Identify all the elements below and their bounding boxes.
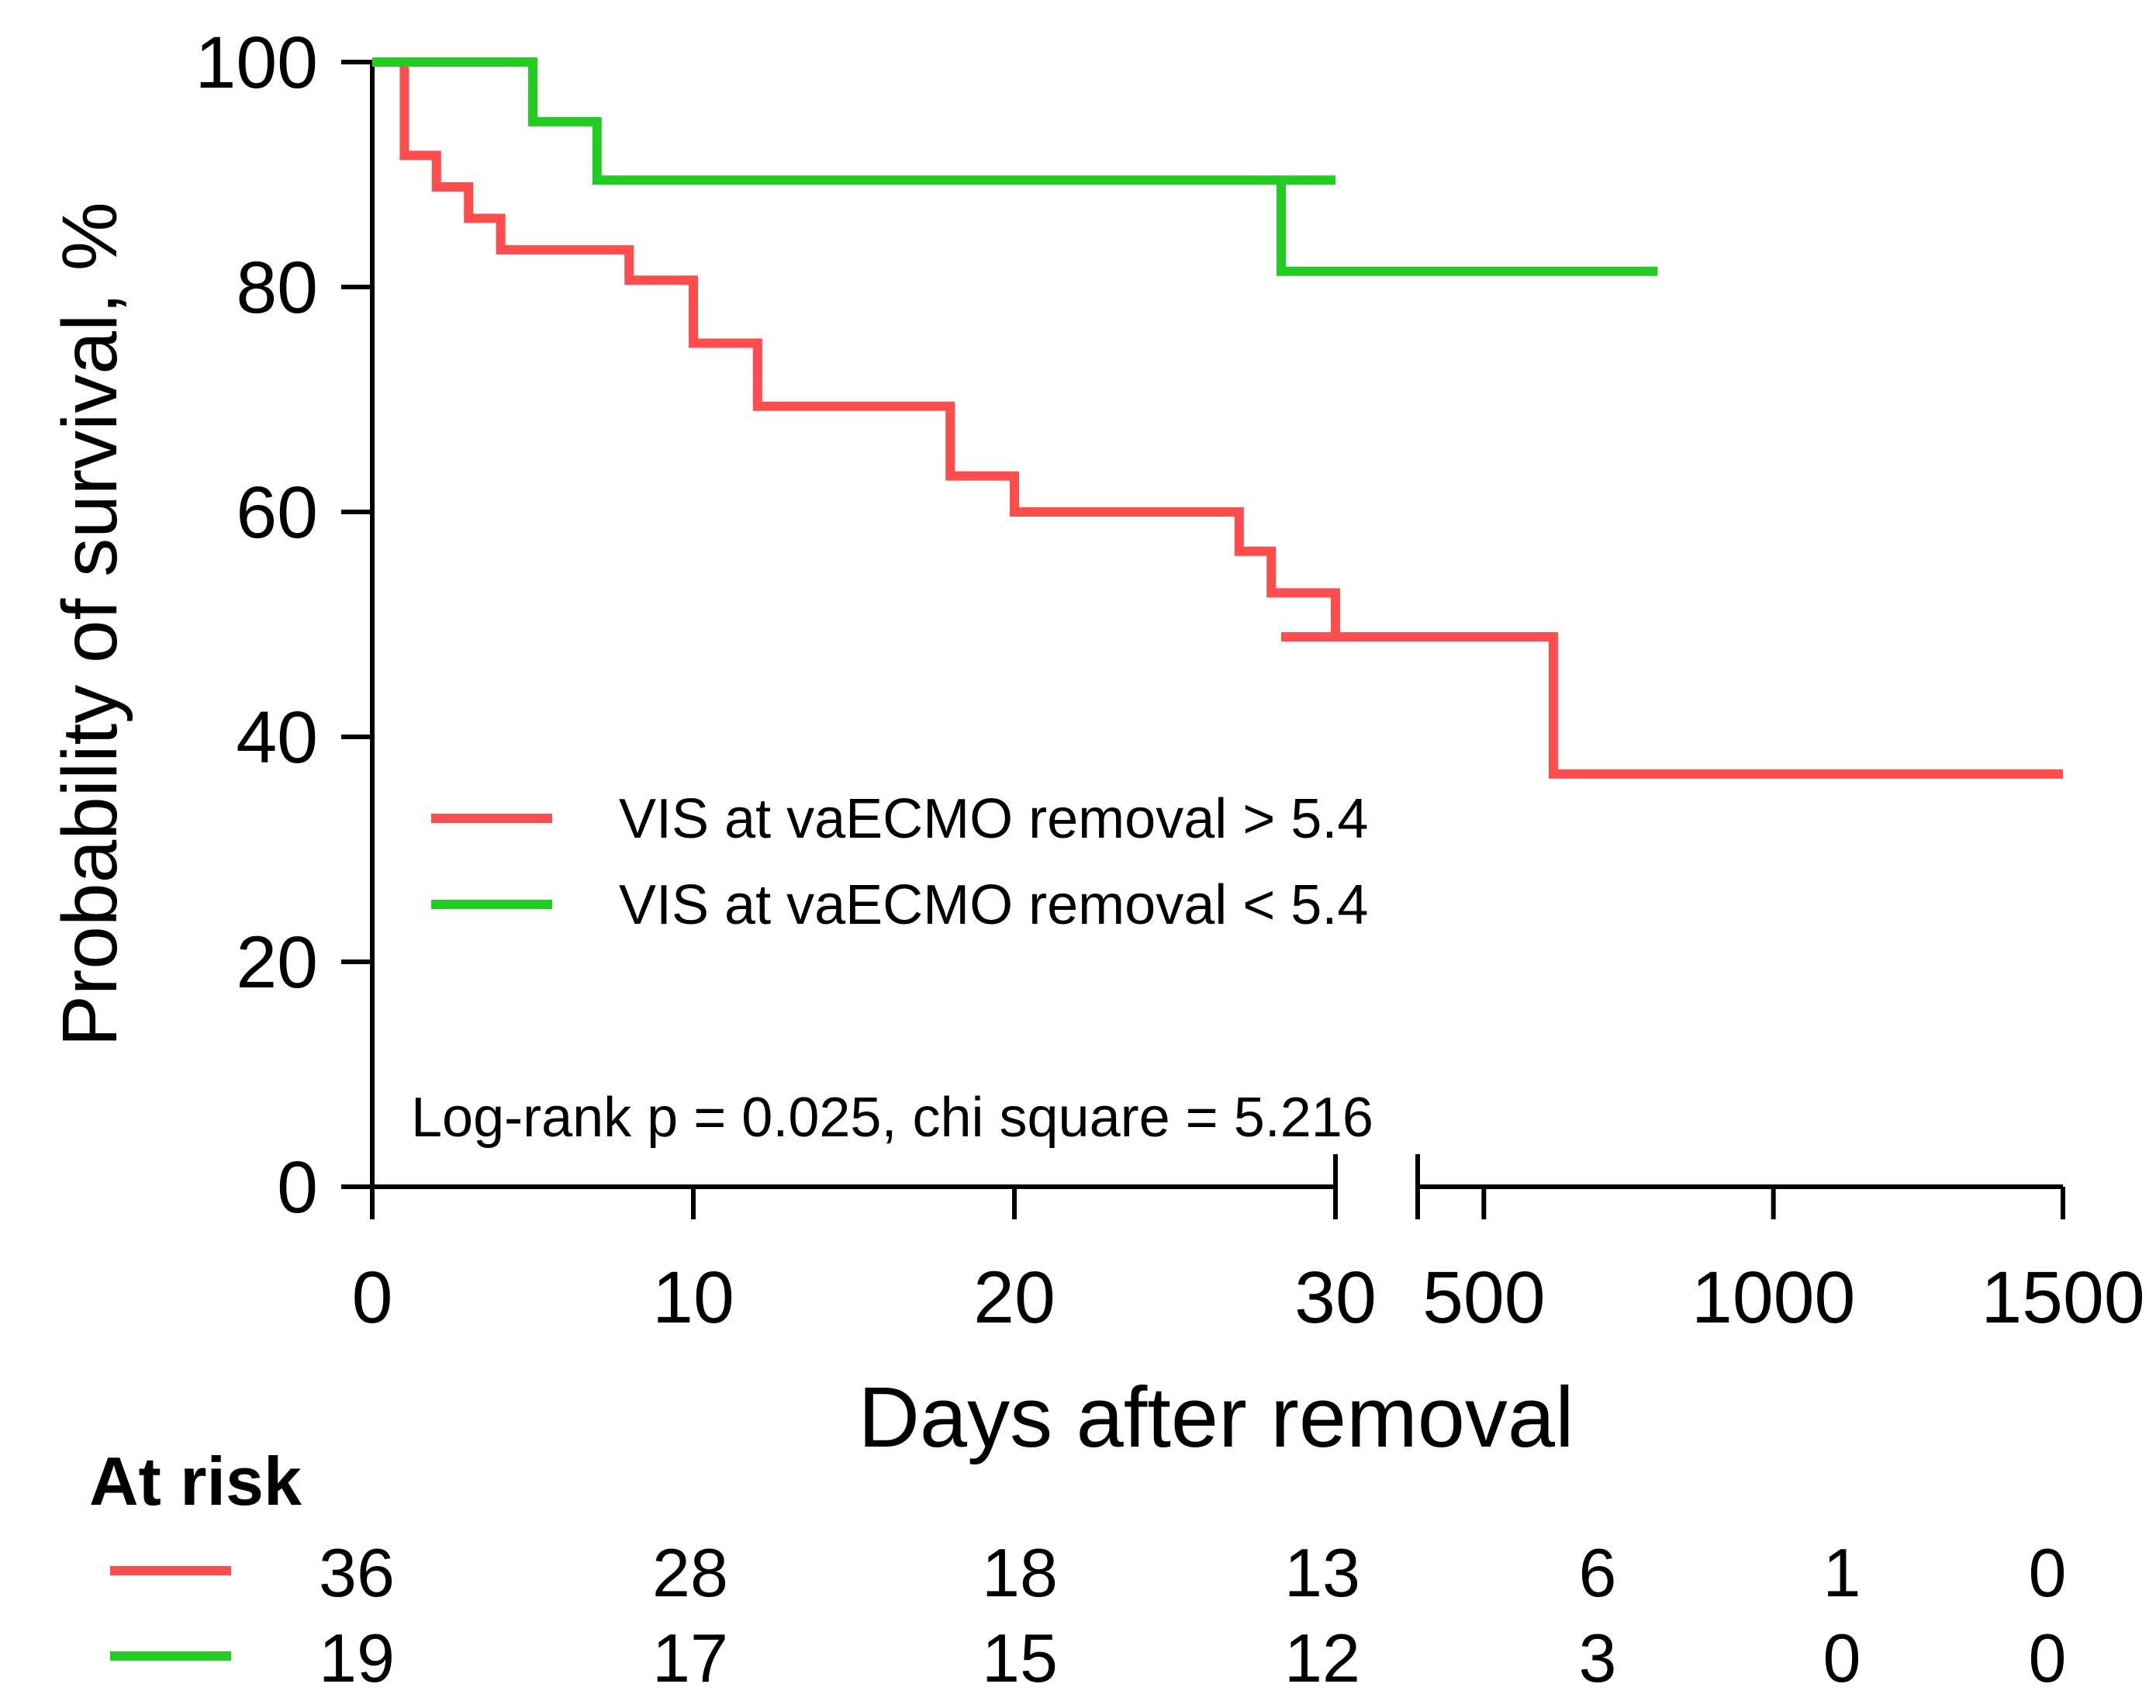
- x-ticks: 0 10 20 30 500 1000 1500: [352, 1154, 2145, 1339]
- axes: [370, 62, 2063, 1189]
- at-risk-count: 6: [1579, 1534, 1617, 1611]
- at-risk-count: 18: [982, 1534, 1058, 1611]
- survival-curves: [372, 57, 2063, 779]
- x-tick-label: 10: [652, 1257, 734, 1339]
- x-tick-label: 1000: [1691, 1257, 1855, 1339]
- at-risk-count: 28: [652, 1534, 728, 1611]
- at-risk-rows: 36 28 18 13 6 1 0 19 17 15 12 3 0 0: [319, 1534, 2066, 1696]
- x-tick-label: 1500: [1981, 1257, 2144, 1339]
- at-risk-count: 1: [1823, 1534, 1861, 1611]
- y-tick-label: 60: [236, 472, 318, 554]
- x-axis-label: Days after removal: [858, 1370, 1574, 1465]
- at-risk-count: 13: [1284, 1534, 1360, 1611]
- at-risk-count: 12: [1284, 1620, 1360, 1696]
- survival-curve-high-late: [1281, 631, 2063, 779]
- y-tick-label: 80: [236, 247, 318, 329]
- y-tick-label: 20: [236, 921, 318, 1004]
- at-risk-count: 0: [2029, 1620, 2067, 1696]
- y-tick-label: 100: [195, 22, 318, 104]
- survival-curve-high-early: [372, 57, 1340, 637]
- x-tick-label: 20: [973, 1257, 1056, 1339]
- y-axis-label: Probability of survival, %: [47, 202, 133, 1046]
- at-risk-count: 15: [982, 1620, 1058, 1696]
- x-tick-label: 30: [1294, 1257, 1377, 1339]
- at-risk-table: At risk 36 28 18 13 6 1 0 19 17 15 12 3 0 0: [89, 1443, 2066, 1696]
- log-rank-annotation: Log-rank p = 0.025, chi square = 5.216: [411, 1087, 1373, 1149]
- x-tick-label: 0: [352, 1257, 393, 1339]
- x-tick-label: 500: [1422, 1257, 1546, 1339]
- at-risk-count: 0: [1823, 1620, 1861, 1696]
- y-tick-label: 40: [236, 697, 318, 779]
- survival-curve-low-early: [372, 57, 1335, 185]
- at-risk-count: 36: [319, 1534, 395, 1611]
- at-risk-count: 3: [1579, 1620, 1617, 1696]
- at-risk-count: 17: [652, 1620, 728, 1696]
- survival-curve-low-late: [1277, 180, 1658, 276]
- at-risk-count: 19: [319, 1620, 395, 1696]
- legend-label-low: VIS at vaECMO removal < 5.4: [619, 874, 1368, 936]
- at-risk-count: 0: [2029, 1534, 2067, 1611]
- y-ticks: 0 20 40 60 80 100: [195, 22, 372, 1229]
- at-risk-title: At risk: [89, 1443, 302, 1520]
- legend: VIS at vaECMO removal > 5.4 VIS at vaECM…: [431, 788, 1368, 936]
- legend-label-high: VIS at vaECMO removal > 5.4: [619, 788, 1368, 850]
- y-tick-label: 0: [277, 1146, 318, 1229]
